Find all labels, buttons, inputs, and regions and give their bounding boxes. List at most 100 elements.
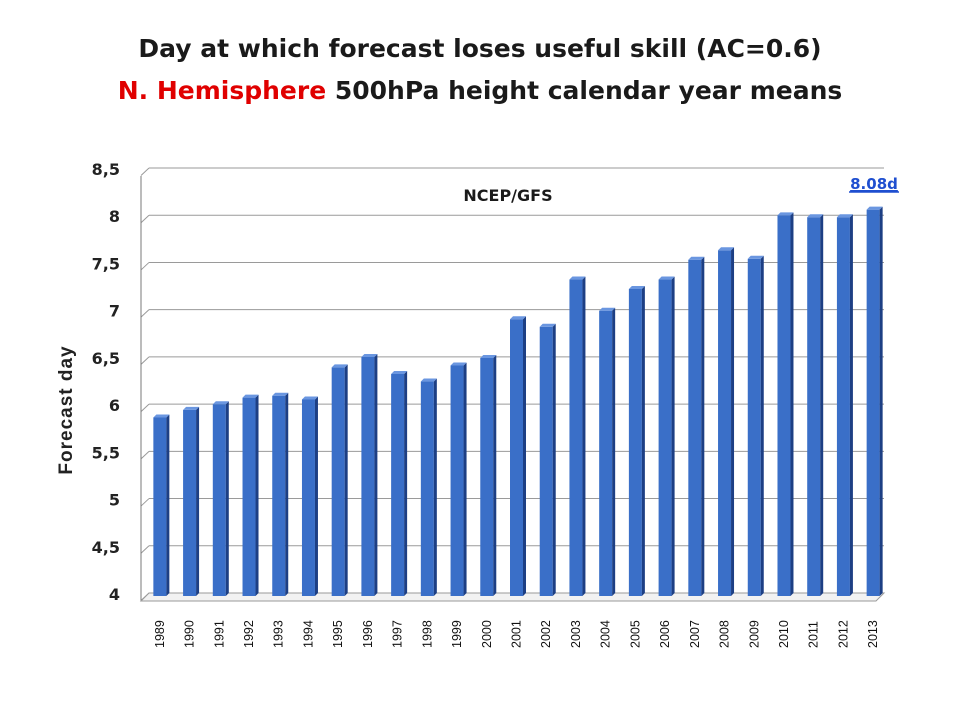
x-tick-label: 2003 <box>569 620 583 648</box>
bar-side <box>166 414 170 596</box>
bar <box>628 289 642 596</box>
gridline-depth <box>140 450 150 460</box>
bar-side <box>404 371 408 596</box>
gridline-depth <box>140 498 150 507</box>
bar-top <box>807 214 824 218</box>
bar-top <box>866 206 883 210</box>
bar <box>807 217 821 596</box>
x-tick-label: 1998 <box>420 620 434 648</box>
chart-title-line2: N. Hemisphere 500hPa height calendar yea… <box>0 76 960 105</box>
bar <box>450 365 464 596</box>
x-tick-label: 2009 <box>747 620 761 648</box>
bar <box>331 367 345 596</box>
y-tick-label: 4 <box>109 585 120 604</box>
bar <box>272 395 286 596</box>
bar-side <box>196 406 200 596</box>
bar-top <box>420 378 437 382</box>
bar-side <box>374 354 378 596</box>
bar <box>658 279 672 596</box>
gridline-depth <box>140 167 150 176</box>
bar-top <box>183 406 200 410</box>
x-tick-label: 1996 <box>361 620 375 648</box>
x-tick-label: 2010 <box>777 620 791 648</box>
x-tick-label: 1994 <box>301 620 315 648</box>
bar-side <box>314 396 318 596</box>
x-tick-label: 2004 <box>599 620 613 648</box>
x-tick-label: 1999 <box>450 620 464 648</box>
y-tick-label: 6 <box>109 396 120 415</box>
y-tick-label: 7 <box>109 302 120 321</box>
chart-title-region: N. Hemisphere <box>117 76 327 105</box>
bar-top <box>361 354 378 357</box>
chart-title-line1: Day at which forecast loses useful skill… <box>138 34 822 63</box>
bar <box>569 279 583 596</box>
bar <box>361 357 375 596</box>
bar <box>688 259 702 596</box>
y-tick-label: 5,5 <box>92 443 120 462</box>
bar-side <box>582 276 586 596</box>
bar-top <box>836 214 853 218</box>
bar-side <box>849 214 853 596</box>
bar-top <box>331 364 348 368</box>
last-value-annotation: 8.08d <box>850 175 898 193</box>
bar-top <box>450 362 467 366</box>
gridline-depth <box>140 262 150 271</box>
bar-top <box>718 247 735 251</box>
bar-side <box>493 354 497 596</box>
y-tick-label: 4,5 <box>92 538 120 557</box>
bar <box>420 381 434 596</box>
bar <box>747 258 761 596</box>
bar-side <box>641 286 645 596</box>
bar <box>539 326 553 596</box>
y-axis-title: Forecast day <box>56 345 77 474</box>
bar-top <box>301 396 318 400</box>
bar <box>212 404 226 596</box>
x-tick-label: 1992 <box>242 620 256 648</box>
series-label: NCEP/GFS <box>463 186 552 205</box>
bar-top <box>688 256 705 260</box>
bar <box>301 399 315 596</box>
bar-top <box>747 255 764 259</box>
gridline-depth <box>140 214 150 224</box>
x-tick-label: 2007 <box>688 620 702 648</box>
bar-side <box>225 401 229 596</box>
bar <box>866 209 880 596</box>
bar-side <box>760 255 764 596</box>
bar-top <box>569 276 586 280</box>
bar <box>599 310 613 596</box>
bar <box>777 215 791 597</box>
x-tick-label: 1991 <box>212 620 226 648</box>
bar-side <box>790 212 794 597</box>
x-tick-label: 2006 <box>658 620 672 648</box>
y-tick-label: 8 <box>109 207 120 226</box>
bar-top <box>480 354 497 358</box>
chart-title-rest: 500hPa height calendar year means <box>326 76 843 105</box>
bar-side <box>433 378 437 596</box>
bar-top <box>539 323 556 327</box>
bar-top <box>510 316 526 320</box>
x-tick-label: 1989 <box>153 620 167 648</box>
bar-top <box>391 371 408 374</box>
bar-side <box>344 364 348 596</box>
x-tick-label: 2001 <box>510 620 524 648</box>
bar <box>391 374 405 596</box>
bar-side <box>285 392 289 596</box>
bar-side <box>612 307 616 596</box>
bar-top <box>242 394 259 398</box>
bar <box>242 397 256 596</box>
bar-top <box>777 212 794 216</box>
bar <box>510 319 523 596</box>
y-tick-label: 8,5 <box>92 160 120 179</box>
gridline-depth <box>140 403 150 412</box>
gridline-depth <box>140 545 150 554</box>
gridline-depth <box>140 309 150 318</box>
bar <box>480 357 494 596</box>
bar-side <box>731 247 735 596</box>
x-tick-label: 2012 <box>836 620 850 648</box>
bar-side <box>879 206 883 596</box>
x-tick-label: 1995 <box>331 620 345 648</box>
bar <box>153 417 167 596</box>
gridline-depth <box>140 356 150 365</box>
bar-side <box>552 323 556 596</box>
bar-top <box>153 414 170 418</box>
